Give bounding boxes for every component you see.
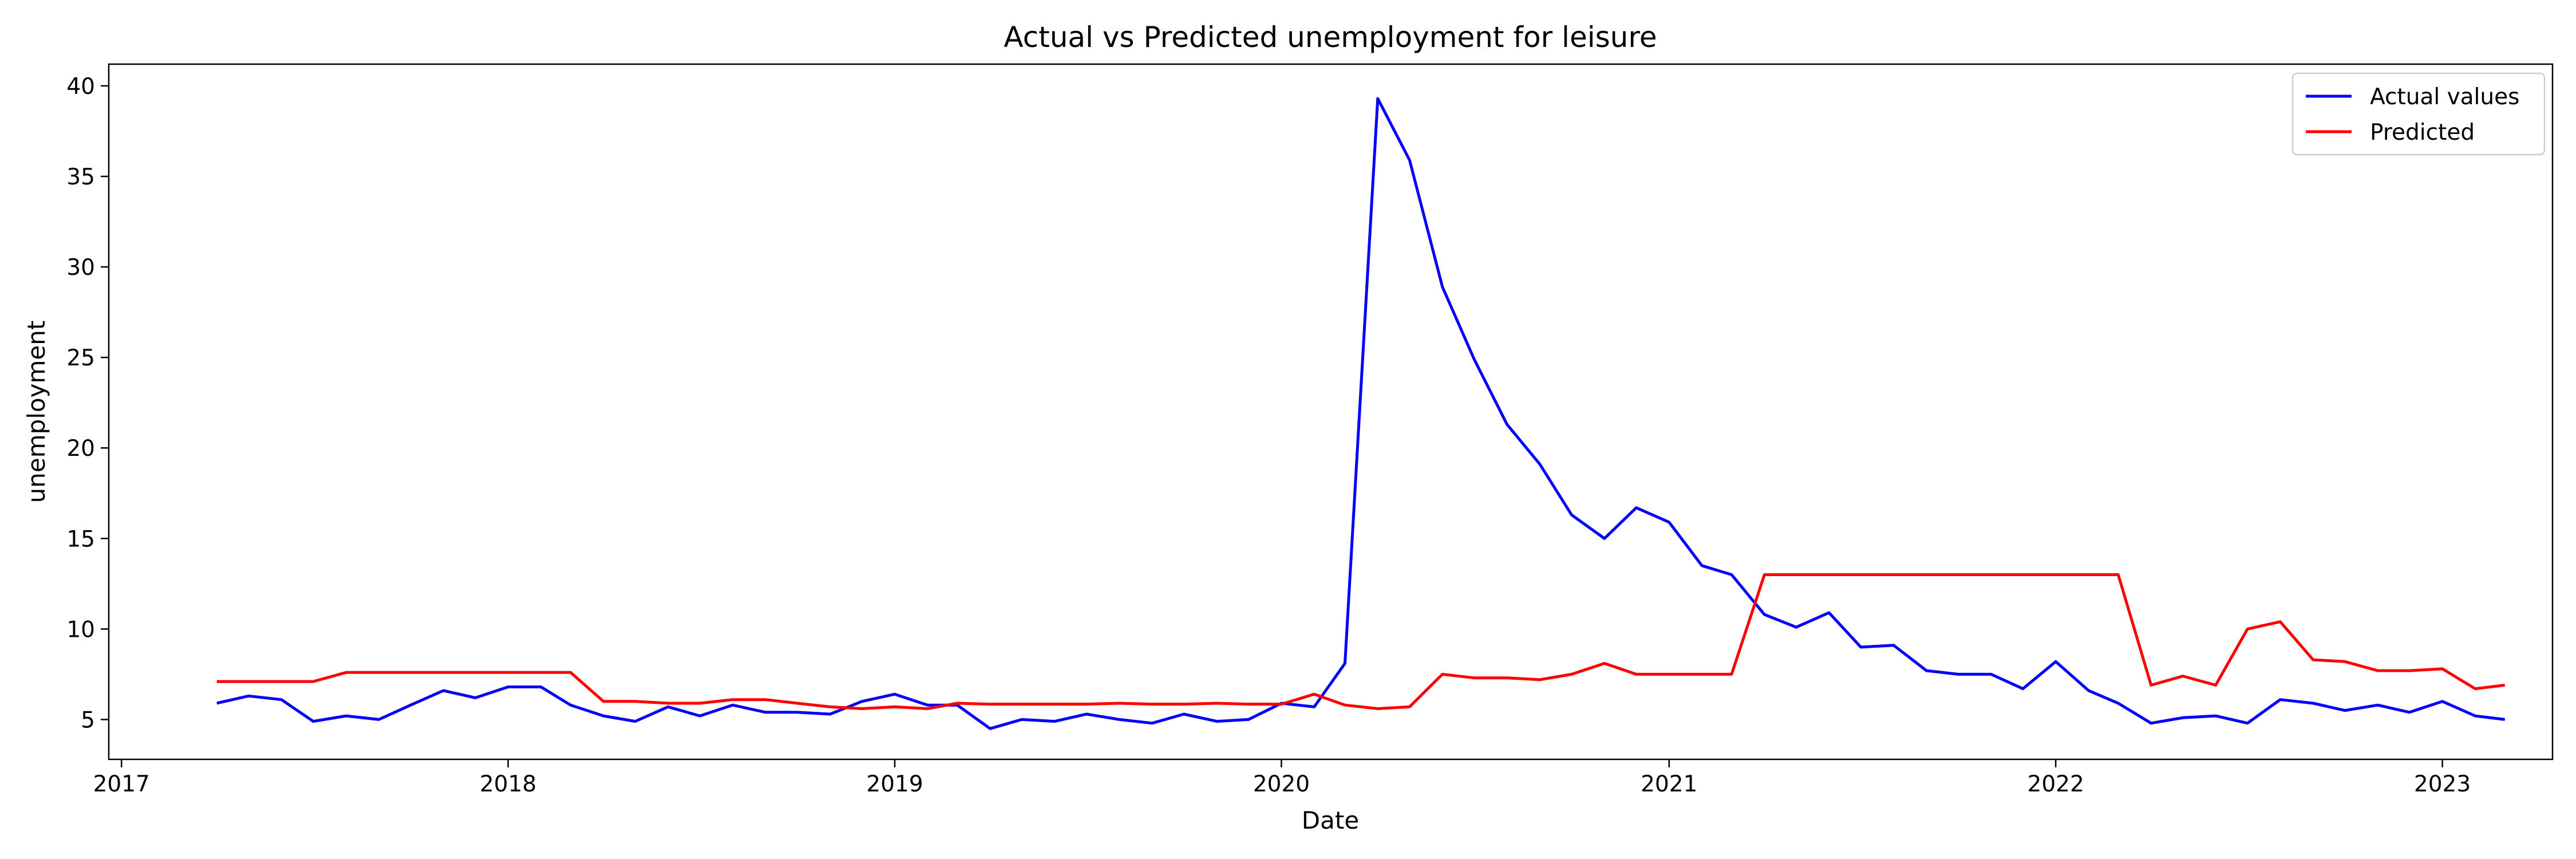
chart-title: Actual vs Predicted unemployment for lei… [1003,21,1657,54]
y-tick-label-15: 15 [66,526,95,552]
x-axis-label: Date [1302,806,1359,834]
legend: Actual values Predicted [2291,72,2546,156]
x-tick-label-2018: 2018 [480,771,536,797]
y-axis: 5 10 15 20 25 30 35 40 [66,74,109,733]
y-tick-label-20: 20 [66,436,95,462]
series-line-actual-values [216,97,2506,730]
plot-area [108,63,2554,761]
series-layer [216,97,2506,730]
y-tick-label-30: 30 [66,255,95,281]
y-tick-label-10: 10 [66,617,95,643]
legend-box [2291,72,2546,156]
y-tick-label-25: 25 [66,345,95,371]
x-axis: 2017 2018 2019 2020 2021 2022 2023 [93,759,2471,797]
x-tick-label-2017: 2017 [93,771,150,797]
x-tick-label-2019: 2019 [866,771,923,797]
x-tick-label-2023: 2023 [2414,771,2471,797]
legend-label-actual-values: Actual values [2370,84,2519,110]
legend-label-predicted: Predicted [2370,120,2475,145]
x-tick-label-2022: 2022 [2028,771,2084,797]
y-tick-label-35: 35 [66,164,95,190]
y-tick-label-40: 40 [66,74,95,100]
y-tick-label-5: 5 [81,707,95,733]
y-axis-label: unemployment [22,321,50,503]
series-line-predicted [216,573,2506,710]
x-tick-label-2021: 2021 [1641,771,1697,797]
x-tick-label-2020: 2020 [1253,771,1310,797]
